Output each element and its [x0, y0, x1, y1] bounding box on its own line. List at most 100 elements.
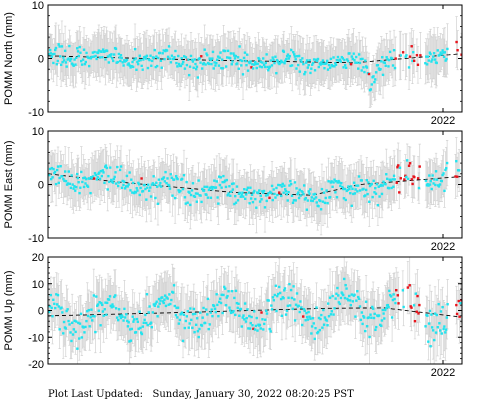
observation-point — [300, 323, 304, 327]
observation-point — [139, 326, 142, 330]
observation-point — [287, 57, 291, 60]
observation-point — [145, 321, 148, 325]
observation-point — [54, 46, 58, 50]
observation-point — [104, 164, 108, 167]
observation-point — [296, 54, 299, 58]
observation-point — [217, 64, 221, 67]
observation-point — [251, 63, 254, 66]
observation-point — [291, 201, 295, 204]
observation-point — [172, 178, 176, 181]
observation-point — [103, 50, 107, 53]
observation-point — [329, 57, 333, 61]
observation-point — [76, 347, 79, 350]
observation-point — [327, 180, 330, 183]
observation-point — [263, 65, 267, 69]
observation-point — [141, 325, 145, 328]
observation-point — [177, 189, 180, 192]
observation-point — [326, 324, 329, 327]
observation-point — [223, 180, 226, 184]
recent-point — [401, 51, 405, 54]
observation-point — [215, 180, 219, 183]
observation-point — [399, 54, 402, 57]
observation-point — [229, 194, 232, 197]
observation-point — [50, 166, 54, 170]
observation-point — [308, 315, 311, 318]
observation-point — [75, 47, 79, 50]
observation-point — [53, 170, 57, 174]
observation-point — [438, 329, 442, 332]
observation-point — [322, 191, 326, 194]
observation-point — [153, 304, 156, 307]
recent-point — [301, 315, 305, 318]
recent-point — [413, 175, 416, 179]
observation-point — [199, 194, 202, 197]
observation-point — [371, 307, 375, 310]
observation-point — [72, 187, 75, 190]
observation-point — [340, 181, 343, 185]
observation-point — [149, 54, 152, 57]
observation-point — [267, 66, 271, 70]
observation-point — [367, 316, 371, 319]
observation-point — [101, 169, 104, 172]
observation-point — [103, 308, 106, 311]
observation-point — [81, 58, 85, 61]
observation-point — [374, 71, 378, 74]
observation-point — [318, 328, 322, 332]
observation-point — [165, 49, 169, 52]
observation-point — [55, 303, 59, 306]
observation-point — [384, 64, 387, 67]
observation-point — [206, 53, 209, 57]
observation-point — [417, 186, 421, 190]
observation-point — [311, 61, 315, 65]
observation-point — [202, 62, 206, 65]
observation-point — [353, 192, 357, 195]
observation-point — [221, 67, 225, 70]
observation-point — [177, 62, 181, 66]
observation-point — [404, 55, 407, 58]
observation-point — [271, 296, 275, 299]
observation-point — [300, 60, 303, 64]
observation-point — [220, 293, 223, 297]
observation-point — [225, 65, 228, 68]
observation-point — [328, 296, 332, 299]
observation-point — [344, 64, 347, 67]
observation-point — [128, 328, 132, 331]
recent-point — [260, 311, 263, 314]
observation-point — [239, 307, 243, 311]
y-tick-label: 0 — [38, 54, 44, 66]
observation-point — [433, 178, 436, 181]
observation-point — [356, 290, 359, 293]
observation-point — [185, 63, 189, 67]
observation-point — [144, 187, 147, 191]
observation-point — [443, 51, 447, 54]
observation-point — [391, 64, 395, 67]
observation-point — [147, 311, 150, 314]
observation-point — [390, 57, 394, 60]
observation-point — [310, 332, 313, 335]
observation-point — [354, 315, 357, 318]
observation-point — [228, 309, 232, 312]
observation-point — [141, 189, 145, 193]
observation-point — [257, 56, 260, 60]
observation-point — [86, 309, 89, 313]
observation-point — [336, 55, 340, 59]
observation-point — [148, 186, 152, 189]
observation-point — [323, 66, 326, 70]
observation-point — [304, 61, 308, 64]
observation-point — [381, 73, 385, 77]
observation-point — [76, 176, 80, 180]
observation-point — [164, 304, 168, 308]
observation-point — [372, 179, 375, 183]
observation-point — [128, 340, 131, 343]
observation-point — [372, 316, 376, 320]
observation-point — [243, 318, 246, 321]
observation-point — [379, 68, 382, 71]
observation-point — [296, 63, 300, 67]
observation-point — [163, 298, 166, 301]
observation-point — [233, 296, 236, 300]
observation-point — [56, 59, 59, 63]
observation-point — [430, 60, 433, 63]
observation-point — [223, 285, 226, 289]
observation-point — [203, 48, 206, 51]
observation-point — [49, 293, 53, 297]
